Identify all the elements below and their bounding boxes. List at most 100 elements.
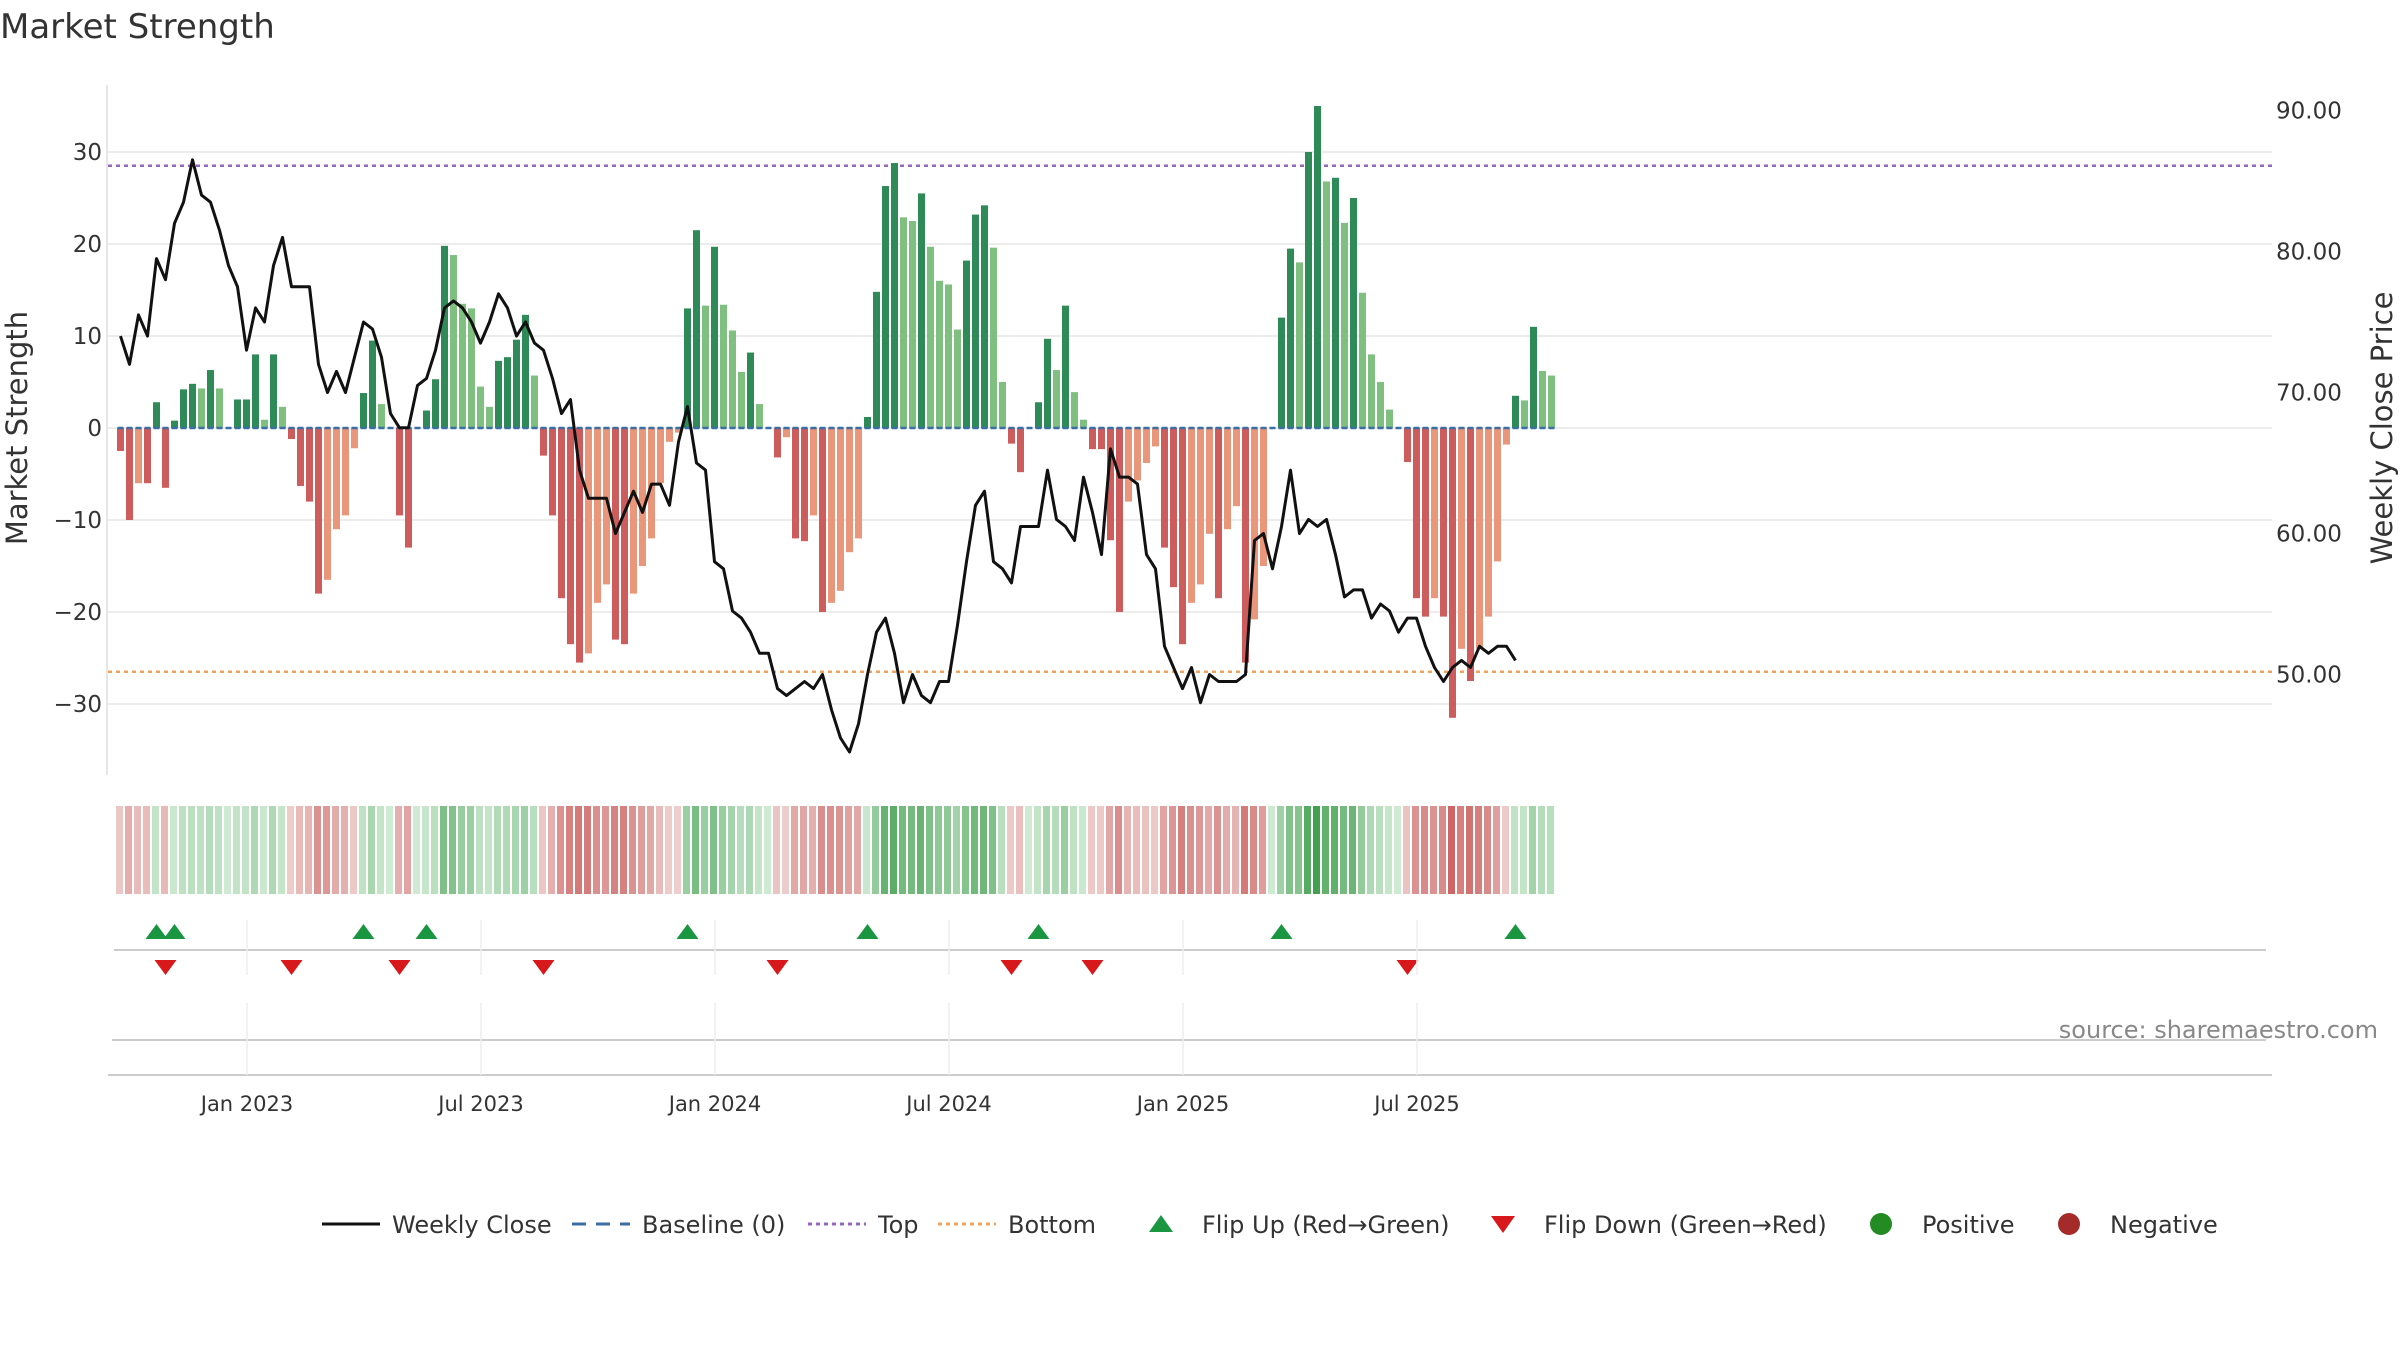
heat-cell: [971, 806, 978, 894]
strength-bar: [450, 255, 457, 428]
heat-cell: [1052, 806, 1059, 894]
legend-item: Bottom: [938, 1211, 1096, 1239]
date-tick-label: Jul 2025: [1372, 1092, 1459, 1116]
strength-bar: [1377, 382, 1384, 428]
heat-cell: [1232, 806, 1239, 894]
legend-label: Negative: [2110, 1211, 2218, 1239]
strength-bar: [441, 245, 448, 428]
strength-bar: [1260, 428, 1267, 566]
strength-bar: [675, 428, 682, 433]
strength-bar: [1296, 262, 1303, 428]
heat-cell: [1007, 806, 1014, 894]
heat-cell: [665, 806, 672, 894]
heat-cell: [854, 806, 861, 894]
strength-bar: [1287, 248, 1294, 428]
strength-bar: [981, 205, 988, 428]
heat-cell: [1502, 806, 1509, 894]
strength-bar: [828, 428, 835, 603]
strength-bar: [1512, 395, 1519, 428]
strength-bar: [999, 382, 1006, 428]
heat-cell: [269, 806, 276, 894]
date-tick-label: Jan 2025: [1135, 1092, 1230, 1116]
heat-cell: [593, 806, 600, 894]
flip-up-marker: [352, 924, 375, 939]
strength-bar: [306, 428, 313, 502]
heat-cell: [1520, 806, 1527, 894]
left-tick-label: 20: [73, 232, 102, 258]
strength-bar: [639, 428, 646, 566]
strength-bar: [1404, 428, 1411, 463]
heat-cell: [215, 806, 222, 894]
heat-cell: [134, 806, 141, 894]
axes: 30 20 10 0 −10 −20 −30 90.00 80.00 70.00 60.00 50.0…: [53, 85, 2342, 775]
strength-bar: [1053, 370, 1060, 428]
strength-heat-strip: [116, 806, 1554, 894]
strength-bar: [243, 399, 250, 428]
strength-bar: [333, 428, 340, 530]
left-tick-label: −30: [53, 692, 102, 718]
strength-bar: [1413, 428, 1420, 599]
heat-cell: [1142, 806, 1149, 894]
right-axis-label: Weekly Close Price: [2365, 292, 2399, 565]
heat-cell: [674, 806, 681, 894]
heat-cell: [476, 806, 483, 894]
heat-cell: [1223, 806, 1230, 894]
strength-bar: [711, 246, 718, 428]
heat-cell: [341, 806, 348, 894]
strength-bar: [261, 419, 268, 428]
legend-item: Baseline (0): [572, 1211, 785, 1239]
legend: Weekly Close Baseline (0) Top Bottom Flip Up…: [322, 1211, 2218, 1239]
heat-cell: [278, 806, 285, 894]
heat-cell: [1295, 806, 1302, 894]
heat-cell: [1079, 806, 1086, 894]
heat-cell: [962, 806, 969, 894]
strength-bar: [576, 428, 583, 663]
strength-bar: [1386, 409, 1393, 428]
heat-cell: [251, 806, 258, 894]
heat-cell: [629, 806, 636, 894]
heat-cell: [188, 806, 195, 894]
flip-down-marker: [388, 960, 411, 975]
legend-item: Weekly Close: [322, 1211, 552, 1239]
heat-cell: [287, 806, 294, 894]
strength-bar: [522, 314, 529, 428]
heat-cell: [467, 806, 474, 894]
strength-bar: [1170, 428, 1177, 588]
heat-cell: [242, 806, 249, 894]
strength-bar: [720, 304, 727, 428]
strength-bar: [504, 357, 511, 428]
date-tick-label: Jul 2023: [436, 1092, 523, 1116]
heat-cell: [1466, 806, 1473, 894]
heat-cell: [512, 806, 519, 894]
heat-cell: [1538, 806, 1545, 894]
strength-bar: [864, 416, 871, 428]
strength-bar: [1305, 152, 1312, 428]
strength-bar: [1314, 106, 1321, 428]
strength-bar: [315, 428, 322, 594]
left-tick-label: 10: [73, 324, 102, 350]
strength-bar: [1161, 428, 1168, 548]
heat-cell: [1412, 806, 1419, 894]
strength-bar: [909, 221, 916, 428]
heat-cell: [584, 806, 591, 894]
heat-cell: [431, 806, 438, 894]
strength-bar: [468, 308, 475, 428]
legend-label: Top: [877, 1211, 919, 1239]
flip-up-marker: [1504, 924, 1527, 939]
strength-bar: [1179, 428, 1186, 645]
heat-cell: [1376, 806, 1383, 894]
heat-cell: [1475, 806, 1482, 894]
heat-cell: [764, 806, 771, 894]
strength-bar: [1152, 428, 1159, 447]
heat-cell: [1430, 806, 1437, 894]
strength-bar: [1008, 428, 1015, 444]
date-axis: Jan 2023 Jul 2023 Jan 2024 Jul 2024 Jan 2025…: [108, 920, 2272, 1116]
heat-cell: [881, 806, 888, 894]
strength-bar: [1098, 428, 1105, 450]
weekly-close-line: [119, 158, 1517, 754]
strength-bar: [702, 305, 709, 428]
right-tick-label: 70.00: [2276, 381, 2342, 407]
heat-cell: [1322, 806, 1329, 894]
heat-cell: [404, 806, 411, 894]
